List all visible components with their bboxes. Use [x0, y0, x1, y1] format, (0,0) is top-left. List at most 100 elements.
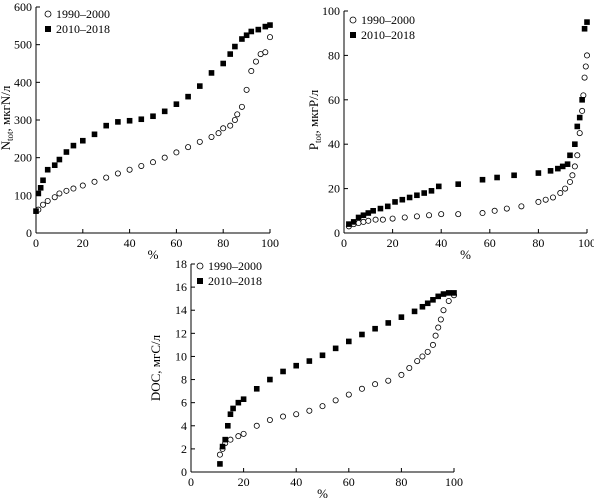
x-tick-label: 0	[188, 475, 194, 489]
y-tick-label: 300	[14, 113, 32, 127]
data-point	[428, 188, 435, 194]
data-point	[562, 185, 569, 192]
x-tick-label: 60	[170, 236, 182, 250]
data-point	[582, 63, 589, 70]
data-point	[63, 187, 70, 194]
data-point	[479, 176, 486, 183]
x-tick-label: 0	[341, 236, 347, 250]
series-open-circles	[216, 292, 457, 458]
data-point	[243, 32, 250, 39]
legend-label: 2010–2018	[208, 274, 262, 288]
data-point	[267, 376, 273, 383]
y-tick-label: 400	[14, 75, 32, 89]
y-tick-label: 20	[328, 182, 340, 196]
data-point	[219, 443, 226, 450]
data-point	[51, 194, 58, 201]
x-tick-label: 0	[33, 236, 39, 250]
legend-marker	[45, 26, 51, 32]
x-tick-label: 100	[445, 475, 463, 489]
data-point	[248, 28, 255, 35]
data-point	[138, 116, 145, 123]
data-point	[547, 168, 554, 174]
data-point	[243, 86, 250, 93]
x-tick-label: 60	[484, 236, 496, 250]
data-point	[401, 214, 408, 221]
data-point	[266, 34, 273, 41]
series-filled-squares	[33, 22, 273, 214]
data-point	[518, 203, 525, 210]
data-point	[432, 332, 439, 339]
data-point	[358, 385, 365, 392]
data-point	[419, 303, 426, 310]
data-point	[424, 300, 431, 307]
y-tick-label: 0	[334, 226, 340, 240]
x-tick-label: 80	[217, 236, 229, 250]
data-point	[33, 208, 39, 214]
data-point	[455, 211, 462, 218]
y-axis-label-main: N	[0, 140, 13, 150]
data-point	[306, 407, 313, 414]
data-point	[385, 320, 392, 326]
x-tick-label: 40	[124, 236, 136, 250]
data-point	[406, 194, 413, 201]
x-tick-label: 20	[77, 236, 89, 250]
data-point	[238, 103, 245, 110]
y-tick-label: 14	[175, 303, 187, 317]
chart-doc: 0 20 40 60 80 100% 0 2 4 6 8 10 12 14 16 18 DOC, мгС/л 19…	[148, 257, 463, 501]
data-point	[455, 181, 462, 187]
data-point	[398, 314, 405, 320]
data-point	[91, 178, 98, 185]
y-tick-label: 6	[181, 396, 187, 410]
y-axis-label: Ntot, мкгN/л	[0, 85, 15, 150]
data-point	[445, 290, 452, 296]
data-point	[252, 58, 259, 65]
data-point	[576, 130, 583, 137]
data-point	[185, 144, 192, 151]
data-point	[253, 386, 260, 392]
y-tick-label: 18	[175, 257, 187, 271]
x-tick-label: 40	[435, 236, 447, 250]
x-tick-label: 20	[238, 475, 250, 489]
data-point	[564, 161, 571, 167]
data-point	[355, 220, 362, 227]
data-point	[56, 156, 63, 163]
data-point	[579, 107, 586, 114]
x-tick-label: 80	[532, 236, 544, 250]
data-point	[115, 119, 121, 125]
chart-ptot: 0 20 40 60 80 100% 0 20 40 60 80 100 Ptot, мкгP/л 199…	[306, 4, 594, 262]
data-point	[266, 416, 273, 423]
data-point	[445, 297, 452, 304]
x-tick-label: 20	[387, 236, 399, 250]
legend-label: 1990–2000	[361, 13, 415, 27]
data-point	[35, 190, 42, 197]
data-point	[319, 352, 326, 359]
data-point	[549, 194, 556, 201]
y-tick-label: 500	[14, 38, 32, 52]
y-axis-label-sub: tot	[5, 131, 15, 141]
data-point	[440, 307, 447, 314]
data-point	[63, 149, 70, 155]
data-point	[40, 201, 47, 208]
data-point	[138, 162, 145, 169]
y-tick-label: 40	[328, 137, 340, 151]
series-filled-squares	[346, 19, 590, 227]
data-point	[365, 210, 372, 216]
y-tick-label: 10	[175, 349, 187, 363]
data-point	[542, 196, 549, 203]
data-point	[161, 108, 168, 115]
data-point	[70, 185, 77, 192]
data-point	[372, 325, 378, 332]
data-point	[293, 411, 300, 418]
y-tick-label: 200	[14, 151, 32, 165]
data-point	[44, 166, 51, 173]
legend-label: 1990–2000	[208, 259, 262, 273]
data-point	[235, 399, 242, 406]
series-open-circles	[35, 34, 273, 213]
data-point	[227, 51, 234, 57]
legend-marker	[196, 262, 204, 270]
y-tick-label: 16	[175, 280, 187, 294]
data-point	[392, 199, 398, 205]
data-point	[421, 190, 427, 196]
data-point	[150, 113, 156, 120]
